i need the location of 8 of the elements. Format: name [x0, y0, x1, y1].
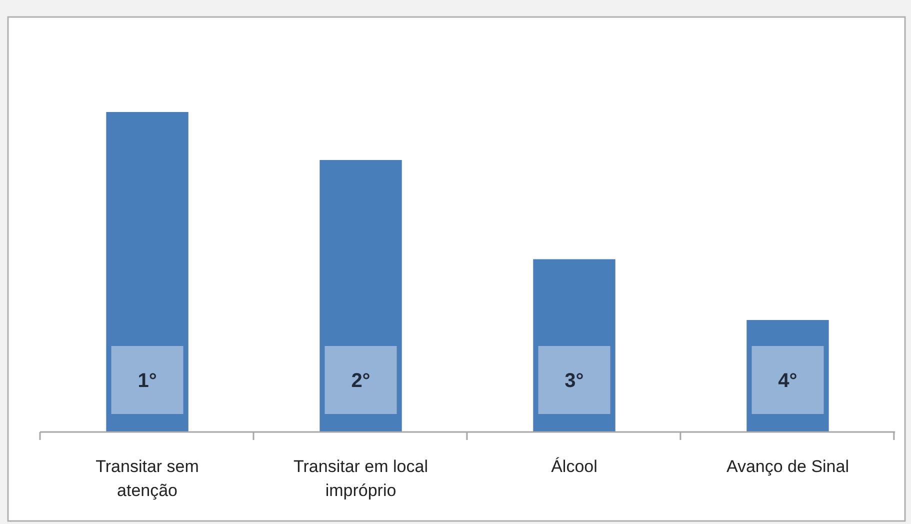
- annotation: 1°: [138, 370, 157, 392]
- x-tick-label: Avanço de Sinal: [726, 457, 850, 476]
- annotation: 2°: [351, 370, 370, 392]
- x-tick-label: Transitar sem atenção: [96, 457, 199, 500]
- annotation: 3°: [564, 370, 584, 392]
- annotation: 4°: [778, 370, 798, 392]
- x-tick-label: Álcool: [551, 457, 598, 476]
- x-tick-label: Transitar em local impróprio: [294, 457, 428, 500]
